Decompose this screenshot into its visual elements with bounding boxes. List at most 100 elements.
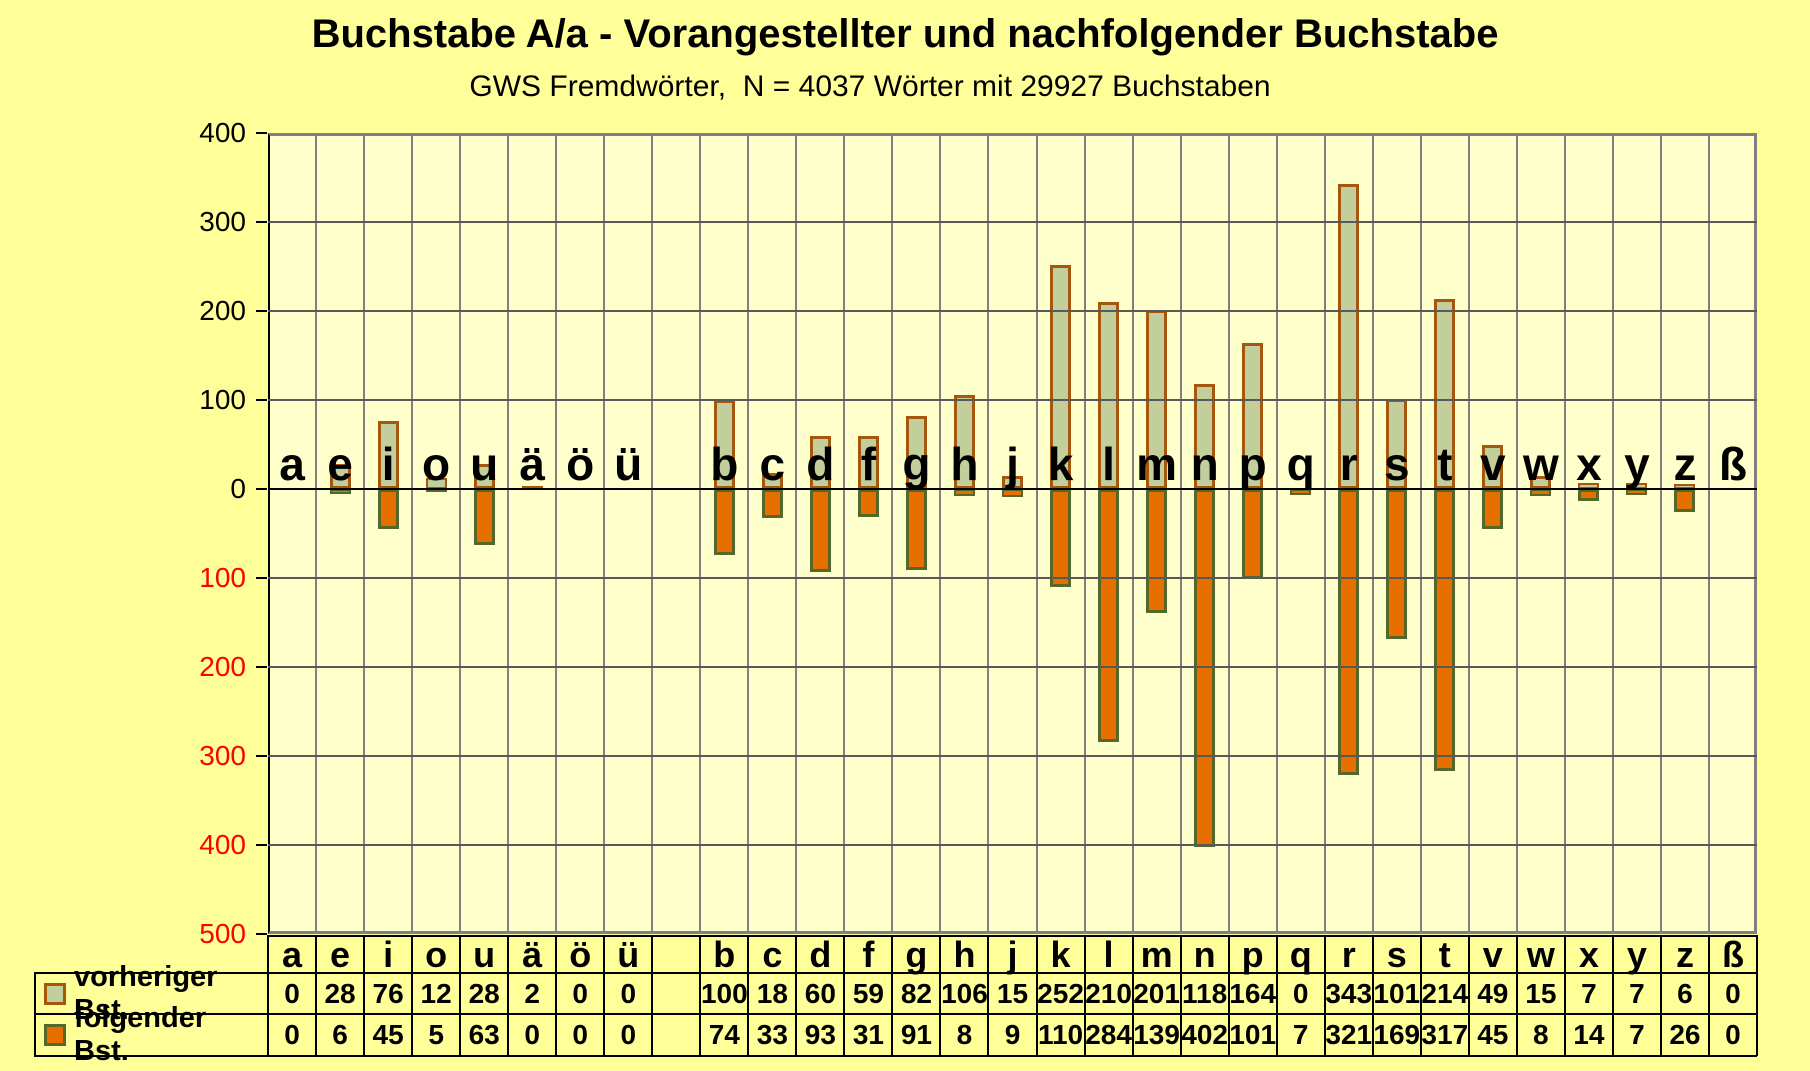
category-letter-ß: ß (1718, 438, 1748, 490)
table-value-vorheriger-x: 7 (1581, 977, 1597, 1009)
v-gridline (1179, 133, 1182, 934)
bar-folgender-h (953, 489, 975, 497)
v-gridline (651, 133, 654, 934)
bar-vorheriger-w (1530, 475, 1552, 489)
v-gridline (1131, 133, 1134, 934)
y-axis-label-neg-500: 500 (199, 918, 246, 949)
table-value-vorheriger-g: 82 (900, 977, 932, 1009)
bar-vorheriger-f (857, 436, 879, 489)
table-value-folgender-s: 169 (1373, 1019, 1421, 1050)
plot-area (268, 133, 1757, 934)
table-value-vorheriger-ö: 0 (572, 977, 588, 1009)
table-letter-ä: ä (522, 933, 543, 975)
bar-folgender-g (905, 489, 927, 570)
table-letter-z: z (1675, 933, 1694, 975)
table-border-line (1756, 935, 1758, 1056)
table-letter-u: u (473, 933, 496, 975)
bar-folgender-z (1674, 489, 1696, 513)
table-letter-j: j (1007, 933, 1018, 975)
y-axis-label-0: 0 (230, 473, 246, 504)
table-letter-q: q (1289, 933, 1312, 975)
table-value-folgender-r: 321 (1325, 1019, 1373, 1050)
table-letter-t: t (1438, 933, 1451, 975)
legend-label-vorheriger: vorheriger Bst. (74, 960, 218, 1026)
category-letter-i: i (381, 438, 395, 490)
bar-vorheriger-v (1482, 445, 1504, 489)
bar-folgender-r (1338, 489, 1360, 775)
table-letter-k: k (1050, 933, 1071, 975)
v-gridline (507, 133, 510, 934)
table-letter-h: h (953, 933, 976, 975)
table-value-folgender-c: 33 (756, 1019, 788, 1050)
category-letter-l: l (1102, 438, 1115, 490)
table-value-folgender-t: 317 (1421, 1019, 1469, 1050)
v-gridline (555, 133, 558, 934)
legend-swatch-vorheriger (44, 982, 66, 1005)
category-letter-j: j (1006, 438, 1019, 490)
bar-folgender-c (761, 489, 783, 519)
table-border-line (1371, 935, 1374, 1056)
table-value-vorheriger-ü: 0 (620, 977, 637, 1009)
table-cell-empty (652, 1014, 700, 1056)
table-value-vorheriger-s: 101 (1373, 977, 1421, 1009)
legend-row-folgender: folgender Bst. (34, 1002, 268, 1067)
axis-tick (256, 933, 267, 935)
table-value-vorheriger-l: 210 (1085, 977, 1132, 1009)
bar-vorheriger-n (1194, 383, 1216, 489)
category-letter-m: m (1136, 438, 1178, 490)
table-value-folgender-a: 0 (284, 1019, 300, 1050)
bar-vorheriger-r (1338, 183, 1360, 489)
axis-tick (256, 755, 267, 757)
table-value-folgender-e: 6 (332, 1019, 348, 1050)
v-gridline (603, 133, 606, 934)
table-border-line (603, 935, 606, 1056)
table-border-line (747, 935, 750, 1056)
table-value-folgender-q: 7 (1292, 1019, 1309, 1050)
bar-folgender-v (1482, 489, 1504, 530)
category-letter-d: d (806, 438, 835, 490)
bar-folgender-m (1146, 489, 1168, 613)
category-letter-s: s (1383, 438, 1410, 490)
bar-folgender-o (425, 489, 447, 492)
table-border-line (651, 935, 654, 1056)
h-gridline (268, 755, 1757, 757)
category-letter-e: e (327, 438, 353, 490)
bar-vorheriger-t (1434, 298, 1456, 489)
table-border-line (843, 935, 846, 1056)
y-axis-label-400: 400 (199, 117, 246, 148)
table-value-folgender-o: 5 (428, 1019, 444, 1050)
v-gridline (987, 133, 990, 934)
bar-folgender-b (713, 489, 735, 555)
bar-vorheriger-g (905, 416, 927, 489)
table-value-vorheriger-z: 6 (1677, 977, 1693, 1009)
table-border-line (459, 935, 462, 1056)
table-border-line (507, 935, 510, 1056)
table-border-line (268, 935, 1757, 937)
table-border-line (1275, 935, 1278, 1056)
v-gridline (891, 133, 894, 934)
table-border-line (1707, 935, 1710, 1056)
table-letter-d: d (809, 933, 832, 975)
table-value-vorheriger-d: 60 (804, 977, 836, 1009)
category-letter-ä: ä (519, 438, 545, 490)
category-letter-ö: ö (566, 438, 595, 490)
table-border-line (939, 935, 942, 1056)
category-letter-b: b (710, 438, 739, 490)
table-border-line (1659, 935, 1662, 1056)
v-gridline (411, 133, 414, 934)
axis-tick (256, 666, 267, 668)
table-value-folgender-ö: 0 (572, 1019, 588, 1050)
y-axis-label-neg-400: 400 (199, 829, 246, 860)
table-value-vorheriger-r: 343 (1325, 977, 1373, 1009)
v-gridline (1371, 133, 1374, 934)
table-border-line (987, 935, 990, 1056)
v-gridline (1419, 133, 1422, 934)
v-gridline (1707, 133, 1710, 934)
y-axis-label-100: 100 (199, 384, 246, 415)
table-value-folgender-ä: 0 (524, 1019, 540, 1050)
axis-tick (256, 399, 267, 401)
table-border-line (34, 1055, 1757, 1057)
bar-folgender-s (1386, 489, 1408, 640)
table-value-vorheriger-m: 201 (1133, 977, 1180, 1009)
table-value-folgender-f: 31 (852, 1019, 884, 1050)
